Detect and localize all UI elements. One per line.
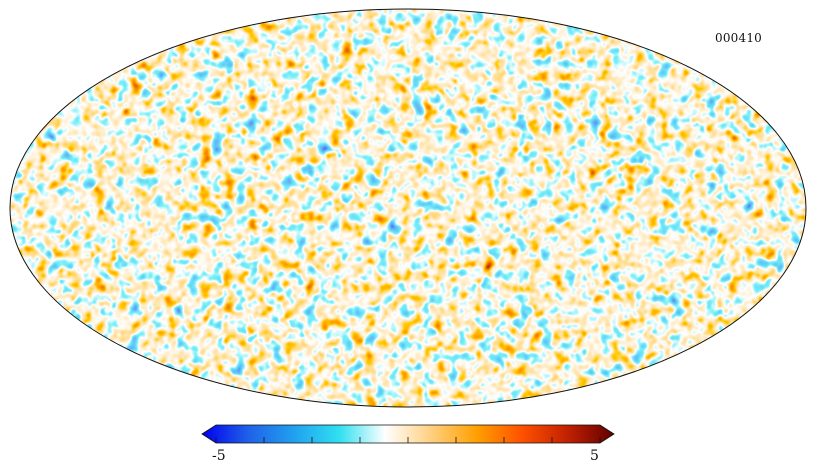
colorbar-max-label: 5	[590, 448, 599, 464]
map-id-label: 000410	[714, 31, 762, 45]
colorbar: -5 5	[198, 420, 618, 474]
sky-map-panel: 000410	[9, 8, 807, 408]
colorbar-ticks	[215, 437, 601, 443]
mollweide-sky-map	[9, 8, 807, 408]
map-boundary	[9, 8, 807, 408]
colorbar-min-label: -5	[212, 448, 226, 464]
colorbar-graphic	[201, 424, 615, 444]
temperature-anisotropy-field	[10, 9, 806, 407]
